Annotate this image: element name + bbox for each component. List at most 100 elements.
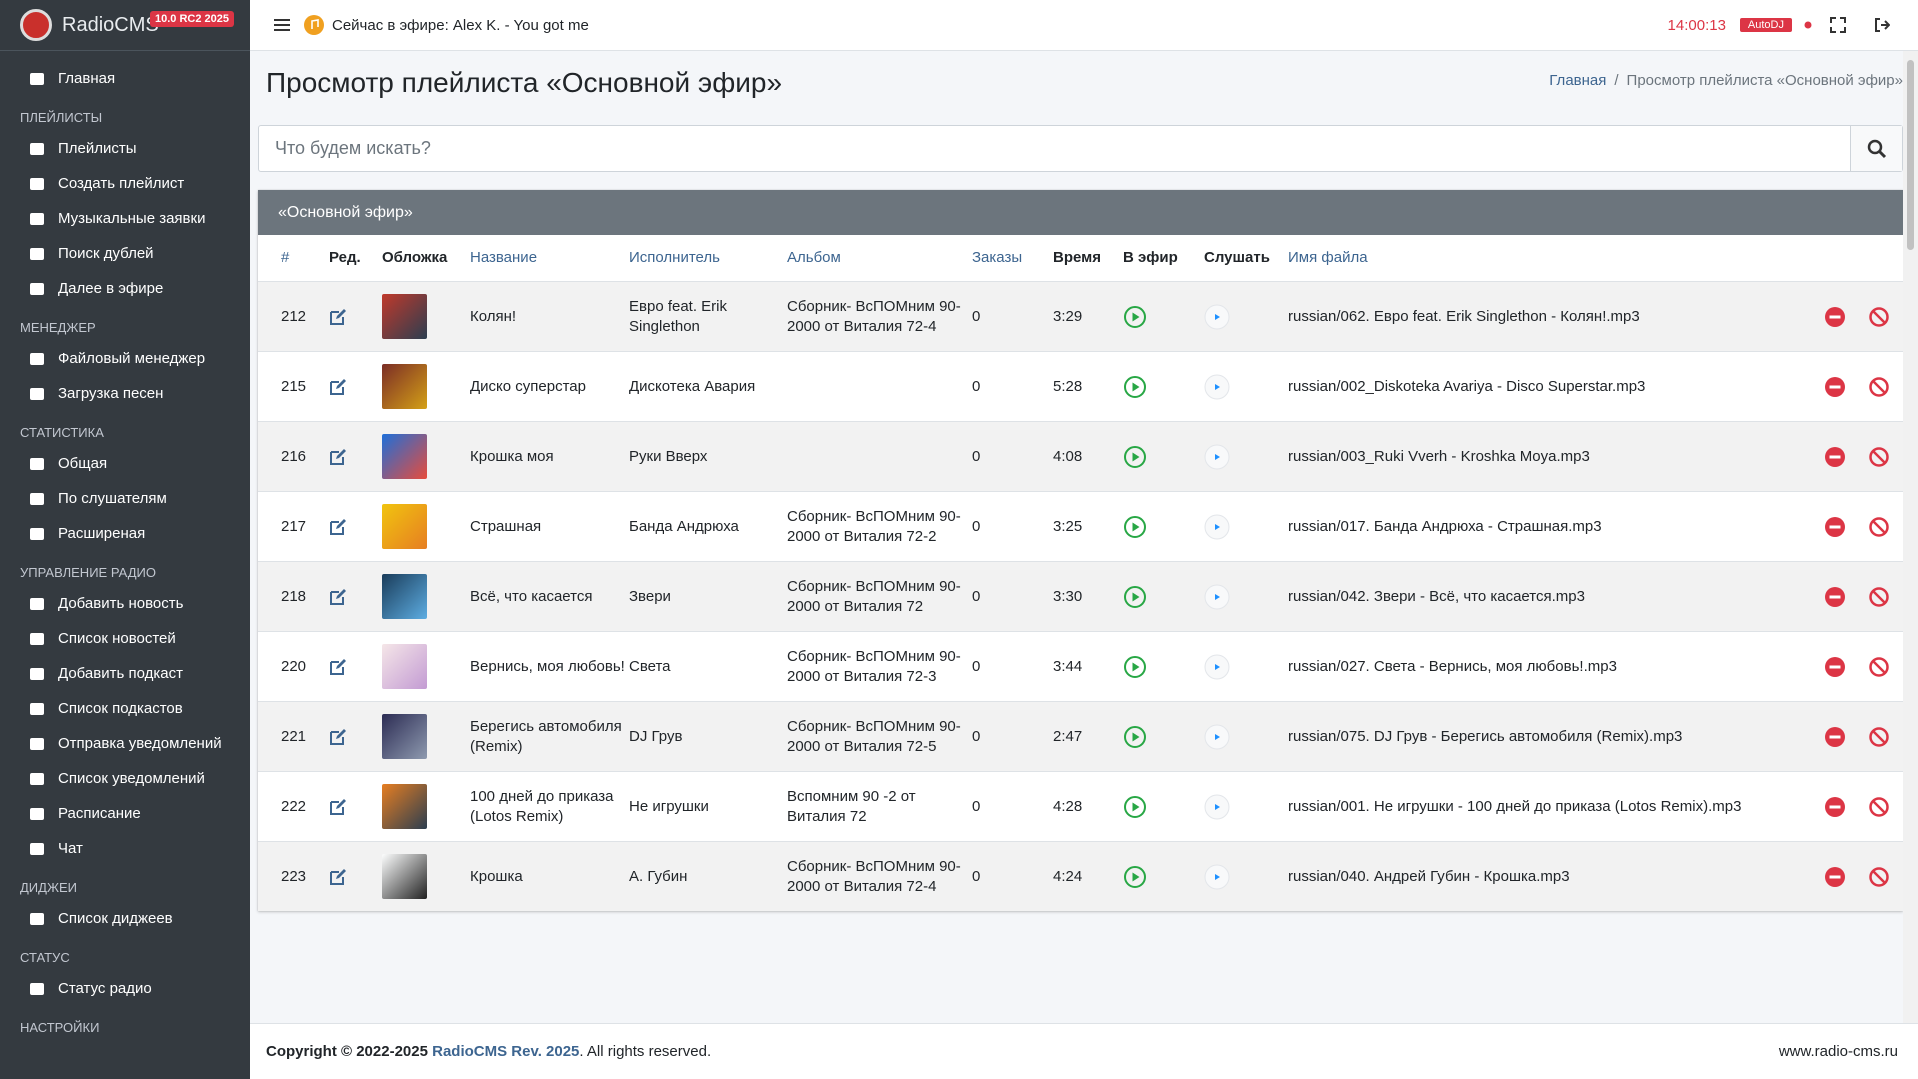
- column-header[interactable]: #: [281, 249, 290, 266]
- block-button[interactable]: [1868, 446, 1890, 468]
- air-button[interactable]: [1123, 515, 1147, 539]
- menu-toggle[interactable]: [274, 18, 290, 32]
- breadcrumb-link[interactable]: Главная: [1549, 72, 1607, 89]
- nav-item[interactable]: Список диджеев: [0, 901, 250, 936]
- block-button[interactable]: [1868, 306, 1890, 328]
- air-button[interactable]: [1123, 655, 1147, 679]
- column-header[interactable]: Заказы: [972, 249, 1023, 266]
- air-button[interactable]: [1123, 305, 1147, 329]
- duration: 4:28: [1053, 797, 1083, 815]
- site[interactable]: www.radio-cms.ru: [1778, 1043, 1898, 1060]
- listen-button[interactable]: [1204, 864, 1230, 890]
- air-button[interactable]: [1123, 445, 1147, 469]
- nav-item[interactable]: Отправка уведомлений: [0, 726, 250, 761]
- nav-item[interactable]: Расширеная: [0, 516, 250, 551]
- block-button[interactable]: [1868, 866, 1890, 888]
- edit-icon[interactable]: [329, 518, 347, 536]
- block-button[interactable]: [1868, 726, 1890, 748]
- edit-icon[interactable]: [329, 308, 347, 326]
- td: [258, 422, 281, 491]
- nav-item[interactable]: Добавить подкаст: [0, 656, 250, 691]
- listen-button[interactable]: [1204, 374, 1230, 400]
- nav-item[interactable]: Файловый менеджер: [0, 341, 250, 376]
- block-button[interactable]: [1868, 376, 1890, 398]
- listen-button[interactable]: [1204, 444, 1230, 470]
- nav-label: Добавить подкаст: [58, 665, 183, 682]
- block-button[interactable]: [1868, 656, 1890, 678]
- brand[interactable]: RadioCMS 10.0 RC2 2025: [0, 0, 250, 51]
- remove-button[interactable]: [1824, 866, 1846, 888]
- nav-item[interactable]: Загрузка песен: [0, 376, 250, 411]
- nav-item[interactable]: По слушателям: [0, 481, 250, 516]
- listen-button[interactable]: [1204, 304, 1230, 330]
- listen-button[interactable]: [1204, 794, 1230, 820]
- nav-item[interactable]: Расписание: [0, 796, 250, 831]
- air-button[interactable]: [1123, 865, 1147, 889]
- remove-button[interactable]: [1824, 306, 1846, 328]
- logout[interactable]: [1874, 17, 1890, 33]
- footer-link[interactable]: RadioCMS Rev. 2025: [432, 1043, 580, 1060]
- nav-item[interactable]: Список уведомлений: [0, 761, 250, 796]
- td: [1868, 282, 1903, 351]
- nav-item[interactable]: Плейлисты: [0, 131, 250, 166]
- remove-button[interactable]: [1824, 796, 1846, 818]
- nav-item[interactable]: Создать плейлист: [0, 166, 250, 201]
- edit-icon[interactable]: [329, 448, 347, 466]
- edit-icon[interactable]: [329, 868, 347, 886]
- column-header[interactable]: Альбом: [787, 249, 841, 266]
- edit-icon[interactable]: [329, 588, 347, 606]
- nav-item[interactable]: Список новостей: [0, 621, 250, 656]
- td: [258, 562, 281, 631]
- remove-button[interactable]: [1824, 446, 1846, 468]
- listen-button[interactable]: [1204, 584, 1230, 610]
- air-button[interactable]: [1123, 725, 1147, 749]
- nav-item[interactable]: Чат: [0, 831, 250, 866]
- scrollbar[interactable]: [1903, 51, 1918, 1023]
- air-button[interactable]: [1123, 375, 1147, 399]
- edit-icon[interactable]: [329, 728, 347, 746]
- air-button[interactable]: [1123, 795, 1147, 819]
- block-button[interactable]: [1868, 516, 1890, 538]
- search-input[interactable]: Что будем искать?: [258, 125, 1903, 172]
- th: Обложка: [382, 235, 470, 281]
- edit-icon[interactable]: [329, 378, 347, 396]
- remove-button[interactable]: [1824, 656, 1846, 678]
- nav-item[interactable]: Музыкальные заявки: [0, 201, 250, 236]
- nav-item[interactable]: Список подкастов: [0, 691, 250, 726]
- nav-item[interactable]: Добавить новость: [0, 586, 250, 621]
- listen-button[interactable]: [1204, 724, 1230, 750]
- block-button[interactable]: [1868, 586, 1890, 608]
- listen-button[interactable]: [1204, 654, 1230, 680]
- td: [329, 282, 382, 351]
- search-button[interactable]: [1850, 126, 1902, 171]
- block-button[interactable]: [1868, 796, 1890, 818]
- remove-button[interactable]: [1824, 516, 1846, 538]
- nav-item[interactable]: Статус радио: [0, 971, 250, 1006]
- music-icon: [304, 15, 324, 35]
- table-row: 212 Колян! Евро feat. Erik Singlethon Сборн…: [258, 281, 1903, 351]
- column-header[interactable]: Исполнитель: [629, 249, 720, 266]
- remove-button[interactable]: [1824, 726, 1846, 748]
- scrollbar-thumb[interactable]: [1907, 60, 1914, 250]
- file-name: russian/027. Света - Вернись, моя любовь…: [1288, 657, 1617, 675]
- autodj-badge[interactable]: AutoDJ: [1739, 18, 1792, 32]
- td: [382, 632, 470, 701]
- nav-item[interactable]: Общая: [0, 446, 250, 481]
- fullscreen[interactable]: [1830, 17, 1846, 33]
- edit-icon[interactable]: [329, 658, 347, 676]
- nav-item[interactable]: Главная: [0, 61, 250, 96]
- nav-item[interactable]: Далее в эфире: [0, 271, 250, 306]
- nav-section: СТАТУС: [20, 950, 70, 965]
- nav-icon: [30, 702, 44, 715]
- remove-button[interactable]: [1824, 376, 1846, 398]
- air-button[interactable]: [1123, 585, 1147, 609]
- column-header[interactable]: Имя файла: [1288, 249, 1368, 266]
- td: [382, 702, 470, 771]
- listen-button[interactable]: [1204, 514, 1230, 540]
- column-header[interactable]: Название: [470, 249, 538, 266]
- orders: 0: [972, 377, 981, 395]
- edit-icon[interactable]: [329, 798, 347, 816]
- nav-item[interactable]: Поиск дублей: [0, 236, 250, 271]
- remove-button[interactable]: [1824, 586, 1846, 608]
- td: [1204, 352, 1288, 421]
